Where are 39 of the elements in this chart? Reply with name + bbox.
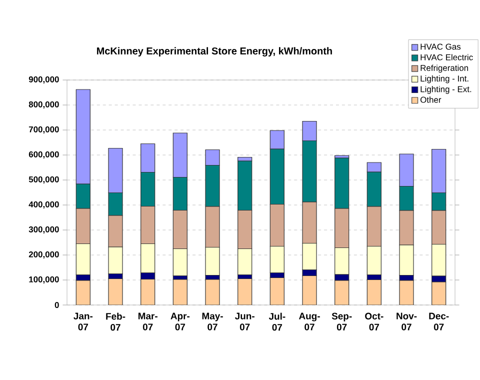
- x-tick-label: Jun-07: [234, 312, 254, 330]
- bar: [172, 279, 188, 305]
- x-tick-label: Nov-07: [396, 312, 417, 330]
- y-tick-label: 100,000: [29, 276, 59, 284]
- bar: [140, 278, 156, 305]
- chart-title: McKinney Experimental Store Energy, kWh/month: [97, 47, 332, 56]
- y-tick-label: 800,000: [28, 101, 59, 109]
- x-tick-label: Jul-07: [268, 312, 286, 331]
- x-tick-label: Jan-07: [74, 312, 93, 330]
- x-tick-label: Mar-07: [138, 312, 158, 330]
- y-tick-label: 500,000: [28, 176, 59, 184]
- legend-label: Lighting - Ext.: [420, 86, 472, 94]
- x-tick-label: Sep-07: [332, 312, 352, 330]
- x-tick-label: Feb-07: [106, 312, 126, 331]
- y-tick-label: 700,000: [28, 126, 59, 134]
- y-tick-label: 600,000: [28, 151, 59, 159]
- y-tick-label: 900,000: [28, 76, 59, 84]
- bar: [302, 275, 317, 305]
- legend-label: HVAC Gas: [420, 44, 461, 50]
- bar: [432, 282, 446, 305]
- y-tick-label: 0: [54, 302, 59, 308]
- x-tick-label: Dec-07: [429, 312, 449, 330]
- y-tick-label: 200,000: [28, 251, 59, 259]
- y-tick-label: 300,000: [28, 226, 59, 234]
- bar: [366, 279, 382, 305]
- x-tick-label: May-07: [202, 312, 223, 330]
- bar: [334, 280, 350, 305]
- legend-label: Other: [420, 96, 442, 103]
- legend-label: Refrigeration: [420, 64, 468, 73]
- x-tick-label: Oct-07: [365, 312, 384, 330]
- x-tick-label: Apr-07: [170, 312, 190, 330]
- bar: [238, 278, 252, 305]
- bar: [76, 280, 90, 305]
- legend-label: HVAC Electric: [420, 54, 473, 60]
- bar: [270, 277, 284, 305]
- legend-label: Lighting - Int.: [420, 75, 468, 84]
- x-tick-label: Aug-07: [298, 312, 320, 330]
- bar: [108, 278, 123, 305]
- y-tick-label: 400,000: [28, 201, 59, 209]
